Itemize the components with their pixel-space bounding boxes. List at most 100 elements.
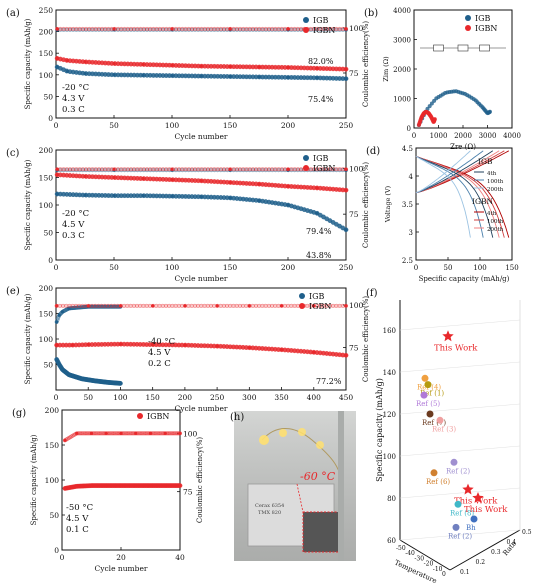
data-point-a-igbn-efficiency [311, 26, 316, 31]
data-point-b-igb [425, 106, 430, 111]
x-tick-label-a: 150 [223, 121, 238, 130]
y-tick-label-f: 100 [383, 453, 396, 461]
data-point-c-igb-efficiency [96, 168, 101, 173]
data-marker-e-igbn-efficiency [55, 304, 59, 308]
data-point-a-igbn-efficiency [164, 26, 169, 31]
data-point-c-igb-efficiency [106, 168, 111, 173]
y-tick-label-b: 3000 [393, 37, 411, 45]
data-marker-c-igbn-capacity [228, 180, 232, 185]
y2-tick-label-c: 100 [349, 164, 364, 173]
data-marker-a-igbn-capacity [228, 64, 232, 69]
data-point-c-igb-efficiency [193, 168, 198, 173]
data-marker-a-igb-capacity [344, 77, 348, 81]
data-point-a-igbn-efficiency [215, 26, 220, 31]
data-marker-g-igbn-efficiency [104, 431, 108, 435]
data-marker-a-igb-capacity [315, 76, 319, 80]
photo-panel-h: -60 °C Cerax 6354 TMX 820 [234, 411, 356, 561]
data-point-e-igbn-efficiency [254, 303, 258, 308]
data-point-c-igb-efficiency [164, 168, 169, 173]
y-tick-label-c: 200 [39, 146, 54, 155]
y-axis-label-d: Voltage (V) [384, 185, 392, 223]
data-marker-a-igbn-capacity [199, 64, 203, 68]
data-point-c-igbn-efficiency [199, 167, 204, 172]
data-point-a-igbn-efficiency [196, 26, 201, 31]
data-point-a-igb-efficiency [119, 27, 124, 32]
data-marker-a-igbn-efficiency [344, 27, 348, 31]
data-point-e-igbn-efficiency [102, 303, 107, 308]
data-point-c-igb-efficiency [196, 168, 201, 173]
data-point-c-igbn-efficiency [334, 167, 339, 172]
data-marker-c-igb-capacity [257, 199, 261, 203]
data-point-c-igbn-efficiency [141, 167, 146, 172]
data-marker-a-igbn-capacity [112, 61, 116, 66]
data-marker-c-igbn-efficiency [344, 167, 348, 171]
data-marker-c-igbn-capacity [83, 174, 87, 178]
x-tick-label-e: 400 [307, 393, 322, 402]
data-point-a-igbn-efficiency [299, 26, 304, 31]
x-axis-label-a: Cycle number [175, 132, 228, 141]
data-point-e-igbn-efficiency [80, 303, 85, 308]
y-tick-label-c: 50 [43, 229, 53, 238]
x-tick-label-c: 100 [165, 263, 180, 272]
data-point-c-igbn-efficiency [279, 167, 284, 172]
data-marker-g-igbn-efficiency [63, 438, 67, 442]
condition-label-c: -20 °C [62, 209, 89, 219]
y2-axis-label-g: Coulombic efficiency(%) [196, 437, 204, 523]
data-point-a-igbn-efficiency [93, 26, 98, 31]
data-point-a-igbn-efficiency [177, 26, 182, 31]
y-tick-label-f: 80 [387, 495, 396, 503]
data-point-c-igbn-efficiency [74, 167, 79, 172]
data-point-c-igbn-efficiency [270, 167, 275, 172]
data-point-e-igbn-efficiency [141, 303, 146, 308]
x-tick-label-e: 100 [113, 393, 128, 402]
data-point-e-igbn-efficiency [209, 303, 213, 308]
data-point-a-igb-efficiency [199, 27, 204, 32]
z-tick-label-f: 0.5 [522, 529, 532, 536]
y2-axis-label-c: Coulombic efficiency(%) [362, 162, 370, 248]
data-point-f-this-work [472, 492, 484, 503]
y-tick-label-g: 150 [45, 441, 60, 450]
data-point-c-igbn-efficiency [311, 167, 316, 172]
data-marker-e-igb-capacity [80, 377, 84, 381]
data-point-a-igb-efficiency [148, 27, 153, 32]
x-tick-label-a: 100 [165, 121, 180, 130]
data-point-e-igbn-efficiency [225, 303, 229, 308]
data-point-a-igbn-efficiency [103, 26, 108, 31]
data-point-e-igbn-efficiency [221, 303, 226, 308]
data-point-e-igbn-efficiency [160, 303, 165, 308]
data-point-c-igbn-efficiency [289, 167, 294, 172]
y-axis-label-c: Specific capacity (mAh/g) [24, 159, 32, 250]
legend-group-igb: IGB [478, 157, 493, 166]
data-label-f: Ref (7) [422, 419, 446, 427]
axis-3d-temperature [399, 539, 451, 571]
panel-label-b: (b) [364, 8, 378, 19]
data-marker-e-igbn-efficiency [86, 304, 90, 308]
data-marker-g-igbn-efficiency [148, 431, 153, 435]
data-point-a-igb-efficiency [215, 27, 220, 32]
data-point-c-igb-efficiency [129, 168, 133, 173]
data-point-c-igb-efficiency [273, 168, 278, 173]
data-point-c-igbn-efficiency [161, 167, 166, 172]
y-tick-label-d: 2.5 [402, 257, 413, 265]
data-point-c-igb-efficiency [299, 168, 304, 173]
data-point-a-igb-efficiency [222, 27, 226, 32]
data-point-a-igbn-efficiency [122, 26, 127, 31]
data-point-a-igb-efficiency [270, 27, 275, 32]
data-point-e-igbn-efficiency [109, 303, 114, 308]
data-marker-e-igbn-efficiency [279, 304, 284, 308]
data-point-e-igbn-efficiency [70, 303, 75, 308]
data-point-a-igb-efficiency [218, 27, 223, 32]
data-point-c-igb-efficiency [238, 168, 243, 173]
data-point-a-igbn-efficiency [263, 26, 268, 31]
data-point-a-igbn-efficiency [241, 26, 246, 31]
data-marker-c-igbn-capacity [170, 178, 174, 182]
data-marker-a-igbn-capacity [141, 62, 145, 67]
data-point-c-igb-efficiency [138, 168, 143, 173]
data-point-f-ref [452, 523, 460, 531]
data-point-a-igb-efficiency [289, 27, 294, 32]
data-point-c-igb-efficiency [247, 168, 252, 173]
data-point-a-igbn-efficiency [138, 26, 143, 31]
x-tick-label-e: 300 [242, 393, 257, 402]
data-point-e-igbn-efficiency [131, 303, 136, 308]
data-point-a-igb-efficiency [318, 27, 323, 32]
